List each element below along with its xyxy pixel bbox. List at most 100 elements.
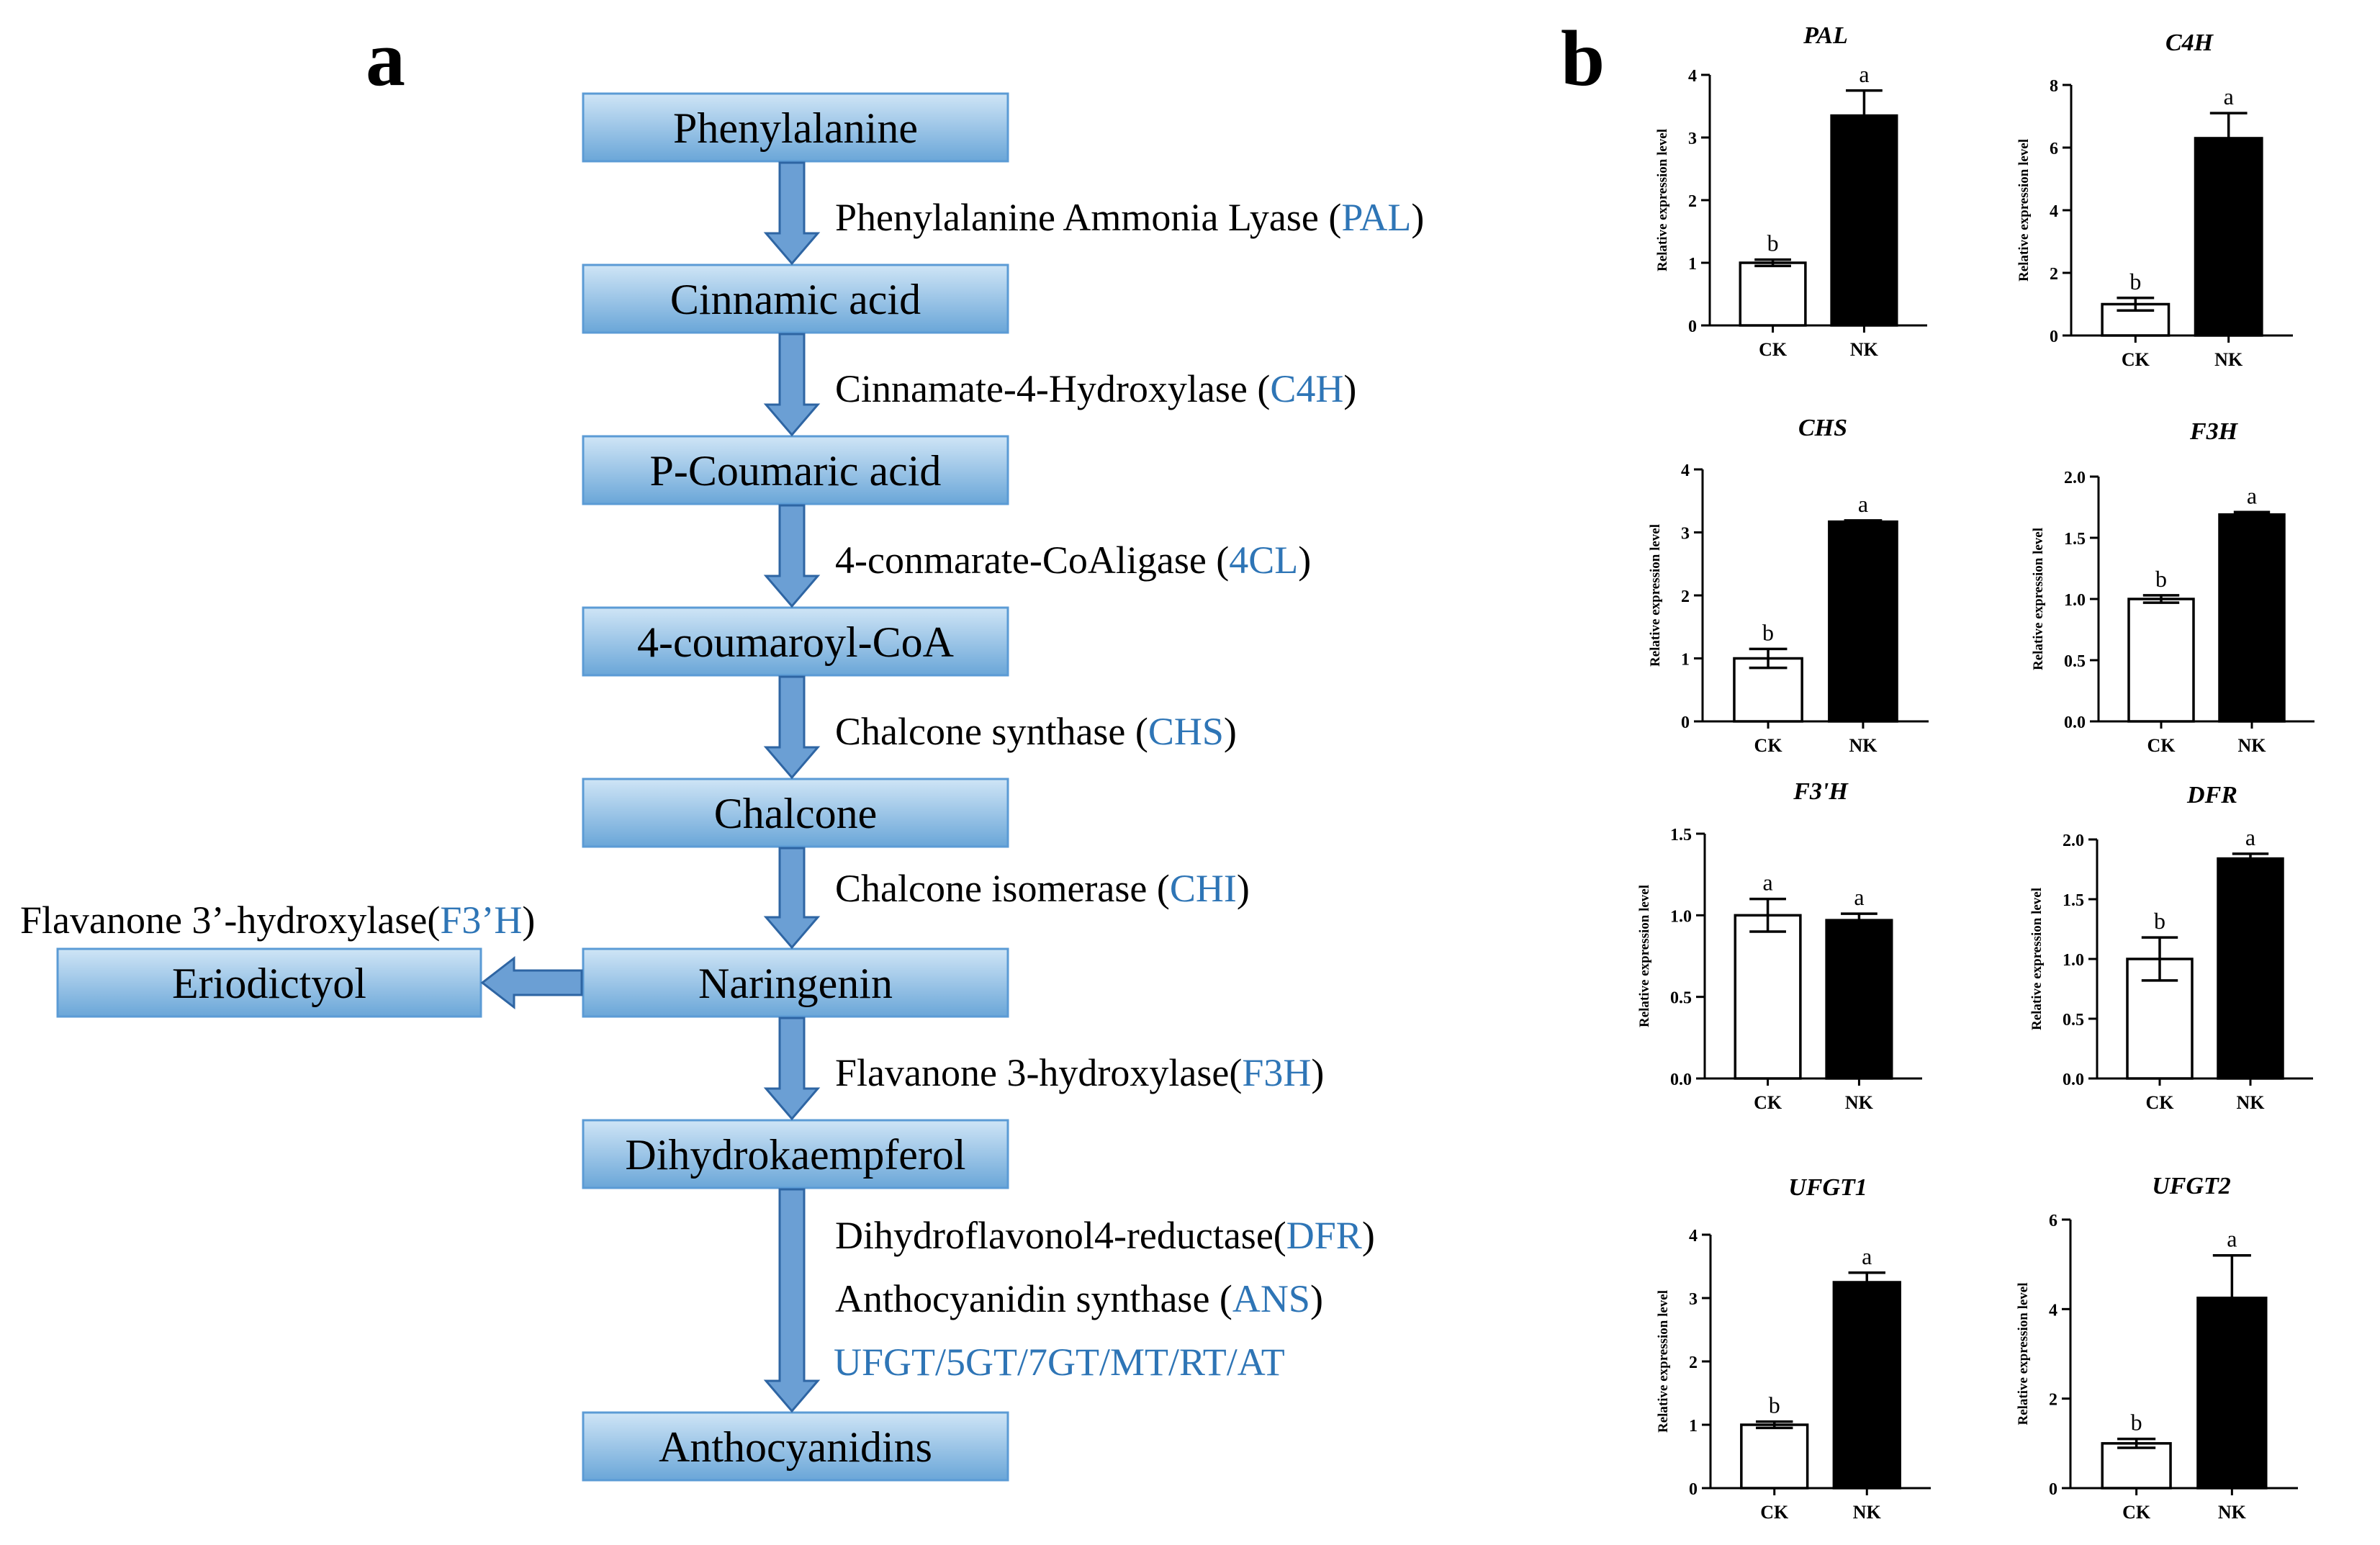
- chart-f3-h-bar-ck: [1734, 914, 1802, 1080]
- compound-phenylalanine-box: [582, 92, 1009, 163]
- chart-c4h-ytick-label: 2: [2050, 265, 2058, 284]
- chart-f3-h-xtick-ck: CK: [1754, 1092, 1782, 1113]
- chart-c4h-ytick-label: 0: [2050, 328, 2058, 346]
- enzyme-4cl: 4-conmarate-CoAligase (4CL): [835, 539, 1311, 582]
- chart-ufgt1-title: UFGT1: [1788, 1174, 1867, 1201]
- compound-cinnamic-acid-box: [582, 263, 1009, 334]
- chart-chs-ytick-label: 1: [1681, 651, 1690, 670]
- chart-f3h-ytick-label: 1.5: [2064, 530, 2086, 549]
- chart-f3-h-title: F3'H: [1793, 778, 1849, 805]
- enzyme-4cl-name: 4-conmarate-CoAligase (: [835, 539, 1229, 582]
- chart-f3-h-ylabel: Relative expression level: [1637, 885, 1652, 1027]
- chart-ufgt2-bar-ck: [2101, 1442, 2172, 1490]
- arrow-chalcone-to-naringenin: [763, 847, 821, 950]
- chart-f3h-letter-nk: a: [2247, 482, 2257, 508]
- chart-pal-bar-nk: [1830, 114, 1898, 327]
- chart-dfr-errorbar-ck: [2141, 936, 2178, 982]
- compound-naringenin-box: [582, 947, 1009, 1018]
- arrow-4-coumaroyl-coa-to-chalcone: [763, 675, 821, 780]
- compound-dihydrokaempferol: Dihydrokaempferol: [582, 1119, 1009, 1189]
- compound-chalcone-label: Chalcone: [714, 790, 878, 837]
- enzyme-pal-abbr: PAL: [1341, 196, 1411, 239]
- chart-f3-h-ytick-label: 1.0: [1670, 907, 1692, 926]
- chart-pal-letter-nk: a: [1859, 61, 1869, 87]
- chart-chs-title: CHS: [1798, 415, 1847, 441]
- chart-pal-ylabel: Relative expression level: [1655, 129, 1670, 271]
- enzyme-c4h-close: ): [1343, 367, 1356, 410]
- chart-ufgt2-ytick-label: 2: [2049, 1391, 2057, 1410]
- chart-pal-ytick-label: 4: [1688, 67, 1697, 86]
- chart-f3-h-xtick-nk: NK: [1845, 1092, 1874, 1113]
- compound-4-coumaroyl-coa: 4-coumaroyl-CoA: [582, 606, 1009, 677]
- chart-c4h-title: C4H: [2165, 30, 2214, 56]
- chart-pal-bar-ck: [1739, 261, 1807, 327]
- compound-p-coumaric-acid: P-Coumaric acid: [582, 435, 1009, 505]
- chart-f3h-bar-ck: [2127, 598, 2195, 723]
- enzyme-f3-prime-h: Flavanone 3’-hydroxylase(F3’H): [20, 898, 535, 942]
- chart-dfr-letter-ck: b: [2154, 908, 2165, 934]
- chart-f3h-bar-nk: [2218, 513, 2286, 723]
- enzyme-ufgt-group: UFGT/5GT/7GT/MT/RT/AT: [834, 1341, 1285, 1384]
- chart-chs-letter-nk: a: [1858, 491, 1868, 517]
- chart-ufgt1-ytick-label: 2: [1689, 1353, 1698, 1372]
- chart-f3-h-bar-nk: [1825, 919, 1893, 1080]
- chart-chs-ytick-label: 3: [1681, 525, 1690, 544]
- enzyme-chs-name: Chalcone synthase (: [835, 710, 1148, 753]
- chart-ufgt1-ytick-label: 4: [1689, 1227, 1698, 1246]
- compound-anthocyanidins-label: Anthocyanidins: [659, 1423, 932, 1471]
- chart-ufgt1-bar-nk: [1832, 1281, 1901, 1490]
- compound-anthocyanidins-box: [582, 1411, 1009, 1482]
- enzyme-f3h-name: Flavanone 3-hydroxylase(: [835, 1051, 1242, 1094]
- chart-c4h: C4H 0 2 4 6 8 Relative expression level b CK a NK: [2016, 30, 2293, 370]
- chart-chs-xtick-nk: NK: [1849, 735, 1878, 756]
- compound-phenylalanine: Phenylalanine: [582, 92, 1009, 163]
- arrow-naringenin-to-eriodictyol: [480, 955, 583, 1010]
- chart-chs-ytick-label: 2: [1681, 587, 1690, 606]
- chart-pal-errorbar-nk: [1846, 89, 1883, 116]
- chart-ufgt2-ytick-label: 6: [2049, 1212, 2057, 1230]
- chart-dfr-ytick-label: 2.0: [2063, 832, 2084, 850]
- compound-chalcone: Chalcone: [582, 778, 1009, 848]
- chart-ufgt2-xtick-ck: CK: [2122, 1502, 2151, 1523]
- chart-f3-h-letter-nk: a: [1854, 884, 1864, 910]
- chart-pal-ytick-label: 0: [1688, 317, 1697, 336]
- enzyme-c4h-abbr: C4H: [1270, 367, 1343, 410]
- chart-f3h-ytick-label: 2.0: [2064, 469, 2086, 487]
- chart-ufgt1-ytick-label: 0: [1689, 1480, 1698, 1499]
- chart-f3h-xtick-nk: NK: [2238, 735, 2267, 756]
- chart-ufgt1-letter-ck: b: [1769, 1392, 1780, 1418]
- arrow-naringenin-to-dihydrokaempferol: [763, 1017, 821, 1121]
- chart-ufgt1: UFGT1 0 1 2 3 4 Relative expression level b CK a N…: [1656, 1174, 1931, 1523]
- compound-eriodictyol: Eriodictyol: [56, 947, 482, 1018]
- compound-eriodictyol-box: [56, 947, 482, 1018]
- chart-dfr-title: DFR: [2186, 782, 2237, 808]
- chart-f3-h: F3'H 0.0 0.5 1.0 1.5 Relative expression leve…: [1637, 778, 1922, 1113]
- chart-chs-ytick-label: 0: [1681, 713, 1690, 732]
- enzyme-chs-abbr: CHS: [1148, 710, 1224, 753]
- chart-f3h-title: F3H: [2189, 418, 2239, 445]
- enzyme-ans-name: Anthocyanidin synthase (: [835, 1277, 1232, 1320]
- chart-c4h-ylabel: Relative expression level: [2016, 139, 2032, 281]
- chart-pal-ytick-label: 1: [1688, 255, 1697, 274]
- chart-dfr-ytick-label: 0.5: [2063, 1011, 2084, 1030]
- chart-f3-h-ytick-label: 0.5: [1670, 989, 1692, 1008]
- chart-f3h-errorbar-ck: [2142, 594, 2180, 604]
- chart-ufgt2-letter-nk: a: [2227, 1226, 2237, 1252]
- chart-chs-ytick-label: 4: [1681, 461, 1690, 480]
- enzyme-pal-close: ): [1411, 196, 1424, 239]
- compound-phenylalanine-label: Phenylalanine: [673, 104, 918, 152]
- chart-pal-ytick-label: 3: [1688, 130, 1697, 148]
- arrow-p-coumaric-acid-to-4-coumaroyl-coa: [763, 504, 821, 608]
- compound-p-coumaric-acid-label: P-Coumaric acid: [650, 447, 942, 495]
- chart-pal: PAL 0 1 2 3 4 Relative expression level b CK a NK: [1655, 22, 1927, 360]
- chart-c4h-ytick-label: 6: [2050, 140, 2058, 158]
- chart-dfr-ytick-label: 0.0: [2063, 1071, 2084, 1089]
- chart-c4h-xtick-nk: NK: [2214, 349, 2243, 370]
- chart-c4h-ytick-label: 8: [2050, 77, 2058, 96]
- chart-ufgt2-ytick-label: 0: [2049, 1480, 2057, 1499]
- enzyme-ans-abbr: ANS: [1232, 1277, 1310, 1320]
- enzyme-f3-prime-h-name: Flavanone 3’-hydroxylase(: [20, 898, 440, 942]
- chart-dfr-ytick-label: 1.5: [2063, 891, 2084, 910]
- chart-c4h-ytick-label: 4: [2050, 202, 2058, 221]
